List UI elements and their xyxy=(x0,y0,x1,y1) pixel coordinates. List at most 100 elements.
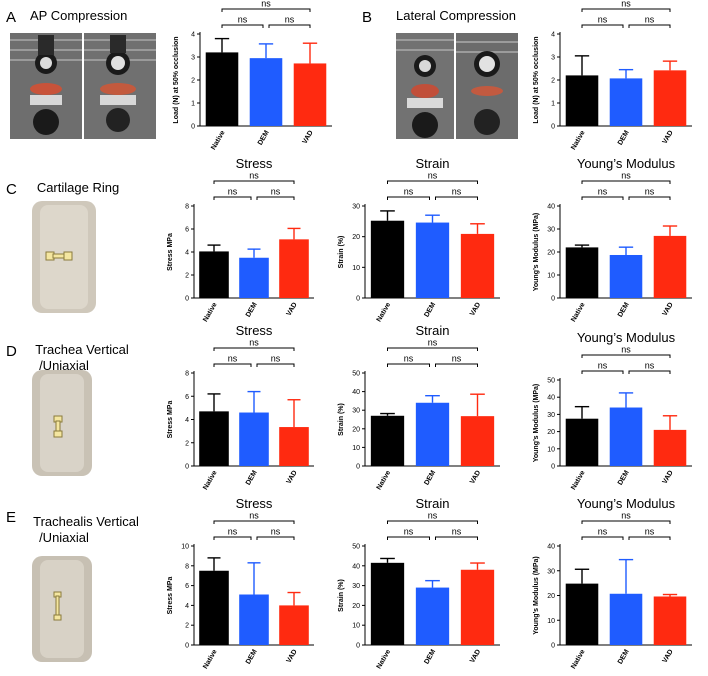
bar-vad xyxy=(279,239,309,298)
significance-label: ns xyxy=(428,171,438,181)
y-tick-label: 40 xyxy=(352,563,360,570)
bracket-line xyxy=(387,180,478,184)
chart-title: Stress xyxy=(236,496,273,511)
y-tick-label: 3 xyxy=(551,55,555,62)
significance-label: ns xyxy=(249,171,259,181)
chart-e1: Stress Stress MPa 0 2 4 6 8 10 Native DEM VAD ns ns n… xyxy=(167,496,314,670)
bracket-line xyxy=(435,363,478,367)
y-axis-label: Young’s Modulus (MPa) xyxy=(533,556,540,635)
x-tick-label-vad: VAD xyxy=(662,130,675,146)
significance-label: ns xyxy=(285,15,295,25)
significance-label: ns xyxy=(645,527,655,537)
chart-e2: Strain Strain (%) 0 10 20 30 40 50 Native DEM VAD n… xyxy=(338,496,500,670)
significance-bracket: ns xyxy=(213,527,252,540)
x-tick-label-vad: VAD xyxy=(469,302,482,318)
y-tick-label: 4 xyxy=(191,32,195,39)
y-tick-label: 30 xyxy=(547,412,555,419)
bracket-line xyxy=(581,536,624,540)
y-tick-label: 10 xyxy=(547,618,555,625)
chart-title: Stress xyxy=(236,156,273,171)
significance-bracket: ns xyxy=(387,187,430,200)
bar-vad xyxy=(460,416,495,466)
bracket-line xyxy=(221,24,264,28)
bracket-line xyxy=(581,196,624,200)
bar-dem xyxy=(609,254,643,298)
x-tick-label-vad: VAD xyxy=(286,649,299,665)
significance-bracket: ns xyxy=(387,354,430,367)
x-tick-label-dem: DEM xyxy=(423,648,437,665)
bar-native xyxy=(565,418,599,466)
y-axis-label: Strain (%) xyxy=(338,236,345,269)
bracket-line xyxy=(268,24,311,28)
panel-title-e-line1: Trachealis Vertical xyxy=(33,514,139,529)
x-tick-label-dem: DEM xyxy=(423,301,437,318)
x-tick-label-dem: DEM xyxy=(423,469,437,486)
y-tick-label: 40 xyxy=(547,544,555,551)
y-tick-label: 30 xyxy=(547,568,555,575)
significance-label: ns xyxy=(271,354,281,364)
significance-bracket: ns xyxy=(628,527,671,540)
significance-bracket: ns xyxy=(581,511,671,524)
significance-label: ns xyxy=(645,361,655,371)
bar-dem xyxy=(239,257,269,298)
x-tick-label-native: Native xyxy=(570,469,587,491)
chart-title: Strain xyxy=(416,156,450,171)
bracket-line xyxy=(256,536,295,540)
compression-rig-photo-a xyxy=(10,33,156,139)
dogbone-specimen-icon xyxy=(53,591,62,621)
y-tick-label: 20 xyxy=(352,234,360,241)
y-axis-label: Young’s Modulus (MPa) xyxy=(533,384,540,463)
bracket-line xyxy=(435,536,478,540)
significance-bracket: ns xyxy=(581,187,624,200)
x-tick-label-native: Native xyxy=(570,129,587,151)
y-axis-label: Young’s Modulus (MPa) xyxy=(533,213,540,292)
bar-dem xyxy=(415,402,450,466)
y-tick-label: 0 xyxy=(356,464,360,471)
bracket-line xyxy=(581,180,671,184)
significance-bracket: ns xyxy=(256,187,295,200)
y-tick-label: 0 xyxy=(185,296,189,303)
bracket-line xyxy=(581,8,671,12)
y-axis-label: Strain (%) xyxy=(338,579,345,612)
chart-a: Load (N) at 50% occlusion 0 1 2 3 4 Native DEM V… xyxy=(173,0,332,151)
bar-native xyxy=(565,247,599,298)
significance-bracket: ns xyxy=(213,354,252,367)
significance-bracket: ns xyxy=(581,171,671,184)
x-tick-label-native: Native xyxy=(202,469,219,491)
x-tick-label-native: Native xyxy=(376,648,393,670)
panel-letter-d: D xyxy=(6,343,17,360)
bracket-line xyxy=(213,363,252,367)
y-tick-label: 20 xyxy=(547,429,555,436)
significance-bracket: ns xyxy=(256,354,295,367)
y-tick-label: 40 xyxy=(352,389,360,396)
y-tick-label: 20 xyxy=(547,593,555,600)
x-tick-label-dem: DEM xyxy=(617,301,631,318)
chart-title: Stress xyxy=(236,323,273,338)
panel-title-c: Cartilage Ring xyxy=(37,180,119,195)
y-tick-label: 50 xyxy=(352,544,360,551)
bracket-line xyxy=(387,347,478,351)
y-tick-label: 6 xyxy=(185,227,189,234)
x-tick-label-vad: VAD xyxy=(302,130,315,146)
y-tick-label: 0 xyxy=(551,124,555,131)
bracket-line xyxy=(387,536,430,540)
panel-letter-a: A xyxy=(6,9,16,26)
panel-letter-c: C xyxy=(6,181,17,198)
significance-bracket: ns xyxy=(435,354,478,367)
y-tick-label: 2 xyxy=(191,78,195,85)
significance-bracket: ns xyxy=(387,171,478,184)
y-tick-label: 30 xyxy=(352,408,360,415)
y-tick-label: 2 xyxy=(185,440,189,447)
y-tick-label: 50 xyxy=(547,378,555,385)
y-tick-label: 30 xyxy=(352,583,360,590)
y-tick-label: 20 xyxy=(352,426,360,433)
significance-label: ns xyxy=(598,187,608,197)
bar-vad xyxy=(653,235,687,298)
significance-bracket: ns xyxy=(628,187,671,200)
significance-label: ns xyxy=(645,15,655,25)
y-tick-label: 30 xyxy=(547,227,555,234)
bar-dem xyxy=(609,78,643,126)
significance-bracket: ns xyxy=(581,0,671,12)
chart-title: Young’s Modulus xyxy=(577,156,676,171)
x-tick-label-vad: VAD xyxy=(662,302,675,318)
